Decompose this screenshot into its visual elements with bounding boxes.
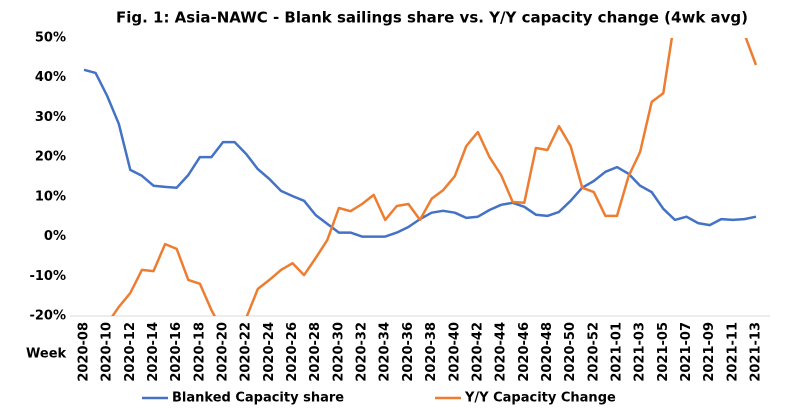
y-tick-label: 20% [35, 150, 66, 165]
x-tick-label: 2020-50 [563, 322, 578, 382]
y-tick-label: 0% [44, 229, 66, 244]
x-tick-label: 2021-11 [725, 322, 740, 382]
x-tick-label: 2021-13 [749, 322, 764, 382]
x-tick-label: 2020-10 [100, 322, 115, 382]
x-tick-label: 2020-20 [216, 322, 231, 382]
chart-title: Fig. 1: Asia-NAWC - Blank sailings share… [116, 9, 748, 27]
y-tick-label: 10% [35, 189, 66, 204]
x-tick-label: 2020-22 [239, 322, 254, 382]
x-tick-label: 2020-24 [262, 322, 277, 382]
x-tick-label: 2020-12 [123, 322, 138, 382]
x-tick-label: 2021-05 [656, 322, 671, 382]
x-tick-label: 2020-38 [424, 322, 439, 382]
x-tick-label: 2020-36 [401, 322, 416, 382]
x-axis-label: Week [26, 347, 67, 362]
legend-label: Blanked Capacity share [172, 391, 344, 406]
legend-label: Y/Y Capacity Change [464, 391, 616, 406]
x-tick-label: 2020-28 [308, 322, 323, 382]
x-tick-label: 2020-08 [77, 322, 92, 382]
x-tick-label: 2020-14 [146, 322, 161, 382]
y-tick-label: 30% [35, 110, 66, 125]
y-tick-label: 40% [35, 70, 66, 85]
plot-area [83, 38, 758, 316]
x-tick-label: 2020-40 [447, 322, 462, 382]
y-tick-label: -20% [29, 309, 66, 324]
x-tick-label: 2020-30 [331, 322, 346, 382]
x-tick-label: 2020-48 [540, 322, 555, 382]
y-tick-label: -10% [29, 269, 66, 284]
x-tick-label: 2020-34 [378, 322, 393, 382]
x-tick-label: 2020-18 [192, 322, 207, 382]
x-tick-label: 2020-52 [586, 322, 601, 382]
series-line [111, 38, 758, 316]
x-tick-label: 2020-46 [517, 322, 532, 382]
y-tick-label: 50% [35, 31, 66, 46]
x-tick-label: 2020-44 [494, 322, 509, 382]
x-tick-label: 2021-01 [609, 322, 624, 382]
x-tick-label: 2021-07 [679, 322, 694, 382]
x-tick-label: 2020-16 [169, 322, 184, 382]
x-tick-label: 2020-42 [470, 322, 485, 382]
x-tick-label: 2020-26 [285, 322, 300, 382]
x-tick-label: 2021-03 [633, 322, 648, 382]
x-tick-label: 2020-32 [355, 322, 370, 382]
series-line [83, 68, 757, 238]
x-tick-label: 2021-09 [702, 322, 717, 382]
